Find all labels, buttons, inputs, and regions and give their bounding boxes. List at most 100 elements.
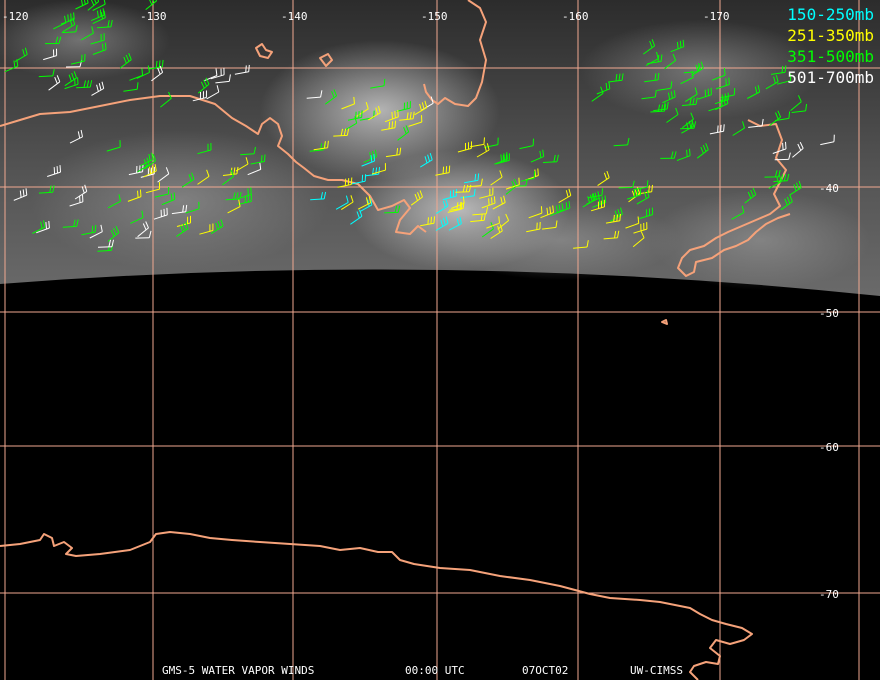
wind-barb	[410, 190, 423, 206]
wind-barb	[633, 222, 648, 234]
wind-barb	[13, 188, 28, 201]
antarctic-coast	[0, 531, 753, 680]
wind-barb	[771, 65, 787, 75]
footer-product: GMS-5 WATER VAPOR WINDS	[162, 664, 315, 677]
wind-barb	[447, 202, 463, 213]
footer-time: 00:00 UTC	[405, 664, 465, 677]
islet	[661, 319, 668, 325]
wind-barb	[542, 220, 558, 230]
wind-barb	[505, 177, 520, 190]
wind-barb	[455, 184, 472, 193]
wind-barb	[715, 96, 729, 111]
wind-barb	[247, 162, 262, 176]
wind-barb	[234, 64, 250, 75]
wind-barb	[335, 195, 349, 210]
wind-barb	[540, 205, 554, 219]
wind-barb	[90, 33, 105, 45]
wind-barb	[660, 151, 677, 159]
wind-barb	[670, 39, 685, 53]
wind-barb	[588, 188, 604, 199]
wind-barb	[157, 167, 170, 183]
wind-barb	[384, 205, 401, 214]
wind-barb	[87, 0, 100, 11]
lat-label-40: -40	[819, 182, 839, 195]
island-b	[319, 53, 333, 67]
wind-barb	[682, 112, 694, 129]
wind-barb	[154, 186, 170, 198]
wind-barb	[38, 68, 55, 78]
wind-barb	[791, 103, 808, 113]
wind-barb	[361, 154, 376, 167]
wind-barb	[780, 194, 793, 211]
wind-barb	[685, 87, 698, 103]
pressure-legend: 150-250mb 251-350mb 351-500mb 501-700mb	[787, 4, 874, 88]
wind-barb	[136, 65, 150, 79]
wind-barb	[48, 75, 61, 91]
wind-barb	[680, 121, 697, 130]
wind-barb	[333, 128, 350, 137]
wind-barb	[605, 213, 621, 224]
wind-barb	[384, 109, 399, 123]
wind-barb	[792, 141, 804, 158]
wind-barb	[396, 101, 411, 112]
wind-barb	[325, 89, 338, 105]
wind-barb	[92, 10, 106, 25]
wind-barb	[197, 77, 210, 94]
wind-barb	[464, 173, 480, 184]
wind-barb	[597, 170, 610, 187]
wind-barb	[448, 216, 462, 231]
lat-label-70: -70	[819, 588, 839, 601]
wind-barb	[381, 120, 397, 131]
wind-barb	[240, 146, 256, 156]
wind-barb	[143, 164, 157, 178]
wind-barb	[476, 143, 490, 158]
wind-barb	[181, 172, 195, 188]
wind-barb	[145, 182, 160, 194]
wind-barb	[715, 77, 730, 90]
wind-barb	[135, 230, 152, 239]
wind-barb	[420, 152, 433, 168]
wind-barb	[341, 195, 354, 211]
lon-label-120: -120	[2, 10, 29, 23]
wind-barb	[153, 207, 168, 220]
wind-barb	[197, 169, 210, 185]
wind-barb	[789, 180, 802, 196]
wind-barb	[773, 173, 790, 182]
wind-barb	[711, 68, 726, 81]
wind-barb	[310, 191, 327, 201]
wind-barb	[137, 157, 150, 173]
wind-barb	[4, 59, 19, 73]
wind-barb	[472, 206, 489, 216]
wind-barb	[497, 213, 510, 230]
wind-barb	[69, 194, 84, 207]
wind-barb	[62, 219, 79, 228]
wind-barb	[341, 96, 355, 110]
wind-barb	[680, 70, 694, 85]
wind-barb	[744, 187, 757, 204]
wind-barb	[185, 201, 200, 214]
wind-barb	[776, 73, 792, 85]
legend-item-351-500: 351-500mb	[787, 47, 874, 66]
wind-barb	[74, 184, 88, 200]
island-a	[255, 43, 273, 59]
coastline-west	[0, 95, 427, 235]
wind-barb	[490, 170, 503, 186]
wind-barb	[123, 82, 139, 92]
wind-barb	[140, 152, 154, 167]
wind-barb	[596, 81, 611, 95]
wind-barb	[397, 125, 410, 141]
wind-barb	[197, 142, 212, 155]
wind-barb	[613, 137, 630, 147]
coastlines	[0, 0, 791, 680]
wind-barb	[371, 163, 386, 175]
wind-barb	[420, 216, 436, 227]
wind-barb	[460, 188, 476, 199]
wind-barb	[772, 141, 787, 154]
wind-barb	[92, 42, 107, 55]
lon-label-140: -140	[281, 10, 308, 23]
wind-barb	[457, 141, 472, 153]
wind-barb	[790, 95, 802, 111]
wind-barb	[558, 188, 572, 204]
wind-barb	[590, 199, 605, 212]
wind-barb	[639, 207, 654, 220]
